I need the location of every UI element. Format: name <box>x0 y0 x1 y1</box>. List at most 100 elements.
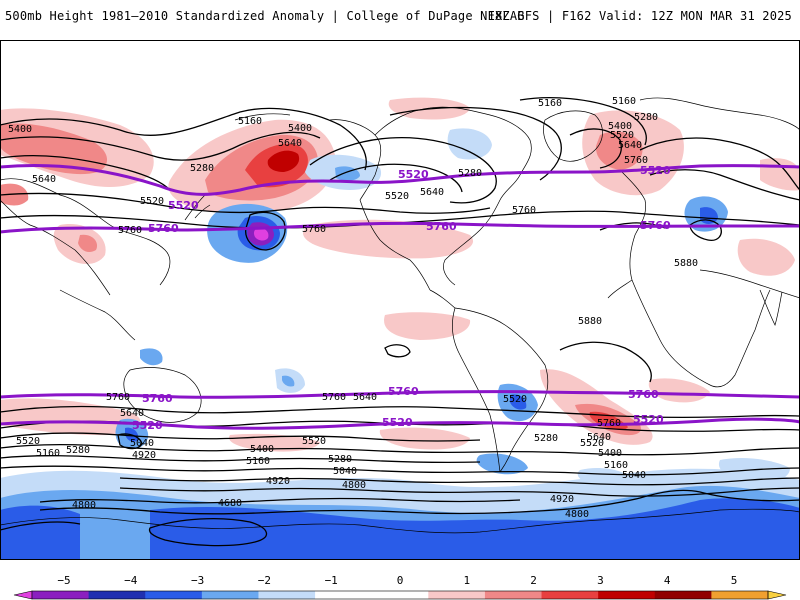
contour-label: 5520 <box>580 438 604 449</box>
colorbar-segment <box>315 591 373 599</box>
contour-label: 5400 <box>608 121 632 132</box>
purple-contour-label: 5760 <box>426 220 457 233</box>
contour-label: 5280 <box>328 454 352 465</box>
contour-label: 5400 <box>598 448 622 459</box>
purple-contour-label: 5520 <box>398 168 429 181</box>
contour-label: 5640 <box>420 187 444 198</box>
contour-label: 5280 <box>66 445 90 456</box>
colorbar-tick-label: 0 <box>397 574 404 587</box>
colorbar-tick-label: −2 <box>258 574 271 587</box>
contour-label: 5400 <box>250 444 274 455</box>
contour-label: 5520 <box>16 436 40 447</box>
purple-contour-label: 5760 <box>640 219 671 232</box>
contour-label: 4920 <box>550 494 574 505</box>
contour-label: 5880 <box>578 316 602 327</box>
contour-label: 4920 <box>266 476 290 487</box>
contour-label: 4680 <box>218 498 242 509</box>
model-run-info: 18Z GFS | F162 Valid: 12Z MON MAR 31 202… <box>487 9 792 23</box>
contour-label: 4800 <box>342 480 366 491</box>
contour-label: 5160 <box>604 460 628 471</box>
contour-label: 5760 <box>322 392 346 403</box>
contour-label: 5520 <box>385 191 409 202</box>
colorbar-right-arrow <box>767 590 787 600</box>
purple-contour-label: 5760 <box>142 392 173 405</box>
contour-label: 5640 <box>587 432 611 443</box>
purple-contour-label: 5760 <box>148 222 179 235</box>
contour-label: 5160 <box>36 448 60 459</box>
colorbar-segment <box>428 591 486 599</box>
contour-label: 5040 <box>333 466 357 477</box>
contour-label: 5640 <box>353 392 377 403</box>
contour-label: 5040 <box>130 438 154 449</box>
contour-label: 5760 <box>106 392 130 403</box>
purple-contour-label: 5520 <box>382 416 413 429</box>
colorbar-segment <box>32 591 90 599</box>
header: 500mb Height 1981–2010 Standardized Anom… <box>0 0 800 34</box>
purple-contours <box>0 164 800 430</box>
contour-label: 5400 <box>8 124 32 135</box>
colorbar-outline <box>31 590 769 600</box>
contour-label: 5160 <box>246 456 270 467</box>
colorbar-tick-label: −5 <box>57 574 70 587</box>
contour-label: 5640 <box>278 138 302 149</box>
colorbar-tick-label: −1 <box>325 574 338 587</box>
contour-label: 4920 <box>132 450 156 461</box>
colorbar-segments <box>13 590 787 600</box>
contour-label: 5280 <box>634 112 658 123</box>
colorbar-tick-label: 1 <box>463 574 470 587</box>
colorbar-tick-label: 5 <box>731 574 738 587</box>
contour-label: 5400 <box>288 123 312 134</box>
colorbar-segment <box>371 591 429 599</box>
contour-label: 5520 <box>610 130 634 141</box>
colorbar-segment <box>654 591 712 599</box>
contour-label: 5040 <box>622 470 646 481</box>
contour-label: 5760 <box>624 155 648 166</box>
colorbar: −5 −4 −3 −2 −1 0 1 2 3 4 5 <box>13 574 787 600</box>
colorbar-tick-label: 4 <box>664 574 671 587</box>
contour-label: 4800 <box>565 509 589 520</box>
colorbar-tick-label: 2 <box>530 574 537 587</box>
purple-contour-labels: 5520 5760 5520 5760 5520 5760 5760 5520 … <box>132 164 671 432</box>
colorbar-tick-label: −3 <box>191 574 204 587</box>
anomaly-map: 5400 5640 5520 5760 5160 5400 5640 5280 … <box>0 40 800 560</box>
colorbar-segment <box>88 591 146 599</box>
colorbar-left-arrow <box>13 590 33 600</box>
contour-label: 5760 <box>302 224 326 235</box>
contour-label: 5640 <box>32 174 56 185</box>
contour-label: 5520 <box>140 196 164 207</box>
contour-label: 5280 <box>458 168 482 179</box>
colorbar-tick-label: −4 <box>124 574 138 587</box>
purple-contour-label: 5520 <box>132 419 163 432</box>
colorbar-segment <box>201 591 259 599</box>
contour-label: 5640 <box>618 140 642 151</box>
contour-label: 5280 <box>190 163 214 174</box>
colorbar-ticks: −5 −4 −3 −2 −1 0 1 2 3 4 5 <box>57 574 737 587</box>
contour-label: 5160 <box>238 116 262 127</box>
purple-contour-label: 5520 <box>640 164 671 177</box>
contour-label: 5520 <box>503 394 527 405</box>
colorbar-segment <box>541 591 599 599</box>
contour-label: 5880 <box>674 258 698 269</box>
colorbar-segment <box>145 591 203 599</box>
purple-contour-label: 5520 <box>168 199 199 212</box>
colorbar-segment <box>598 591 656 599</box>
contour-label: 4800 <box>72 500 96 511</box>
contour-label: 5760 <box>597 418 621 429</box>
map-title: 500mb Height 1981–2010 Standardized Anom… <box>5 9 525 23</box>
contour-label: 5520 <box>302 436 326 447</box>
height-contours <box>0 97 800 547</box>
colorbar-tick-label: 3 <box>597 574 604 587</box>
purple-contour-label: 5760 <box>388 385 419 398</box>
contour-label: 5280 <box>534 433 558 444</box>
purple-contour-label: 5520 <box>633 413 664 426</box>
colorbar-segment <box>258 591 316 599</box>
contour-label: 5640 <box>120 408 144 419</box>
contour-labels: 5400 5640 5520 5760 5160 5400 5640 5280 … <box>8 96 698 520</box>
contour-label: 5160 <box>538 98 562 109</box>
contour-label: 5760 <box>512 205 536 216</box>
purple-contour-label: 5760 <box>628 388 659 401</box>
colorbar-segment <box>711 591 769 599</box>
colorbar-segment <box>484 591 543 599</box>
contour-label: 5160 <box>612 96 636 107</box>
contour-label: 5760 <box>118 225 142 236</box>
